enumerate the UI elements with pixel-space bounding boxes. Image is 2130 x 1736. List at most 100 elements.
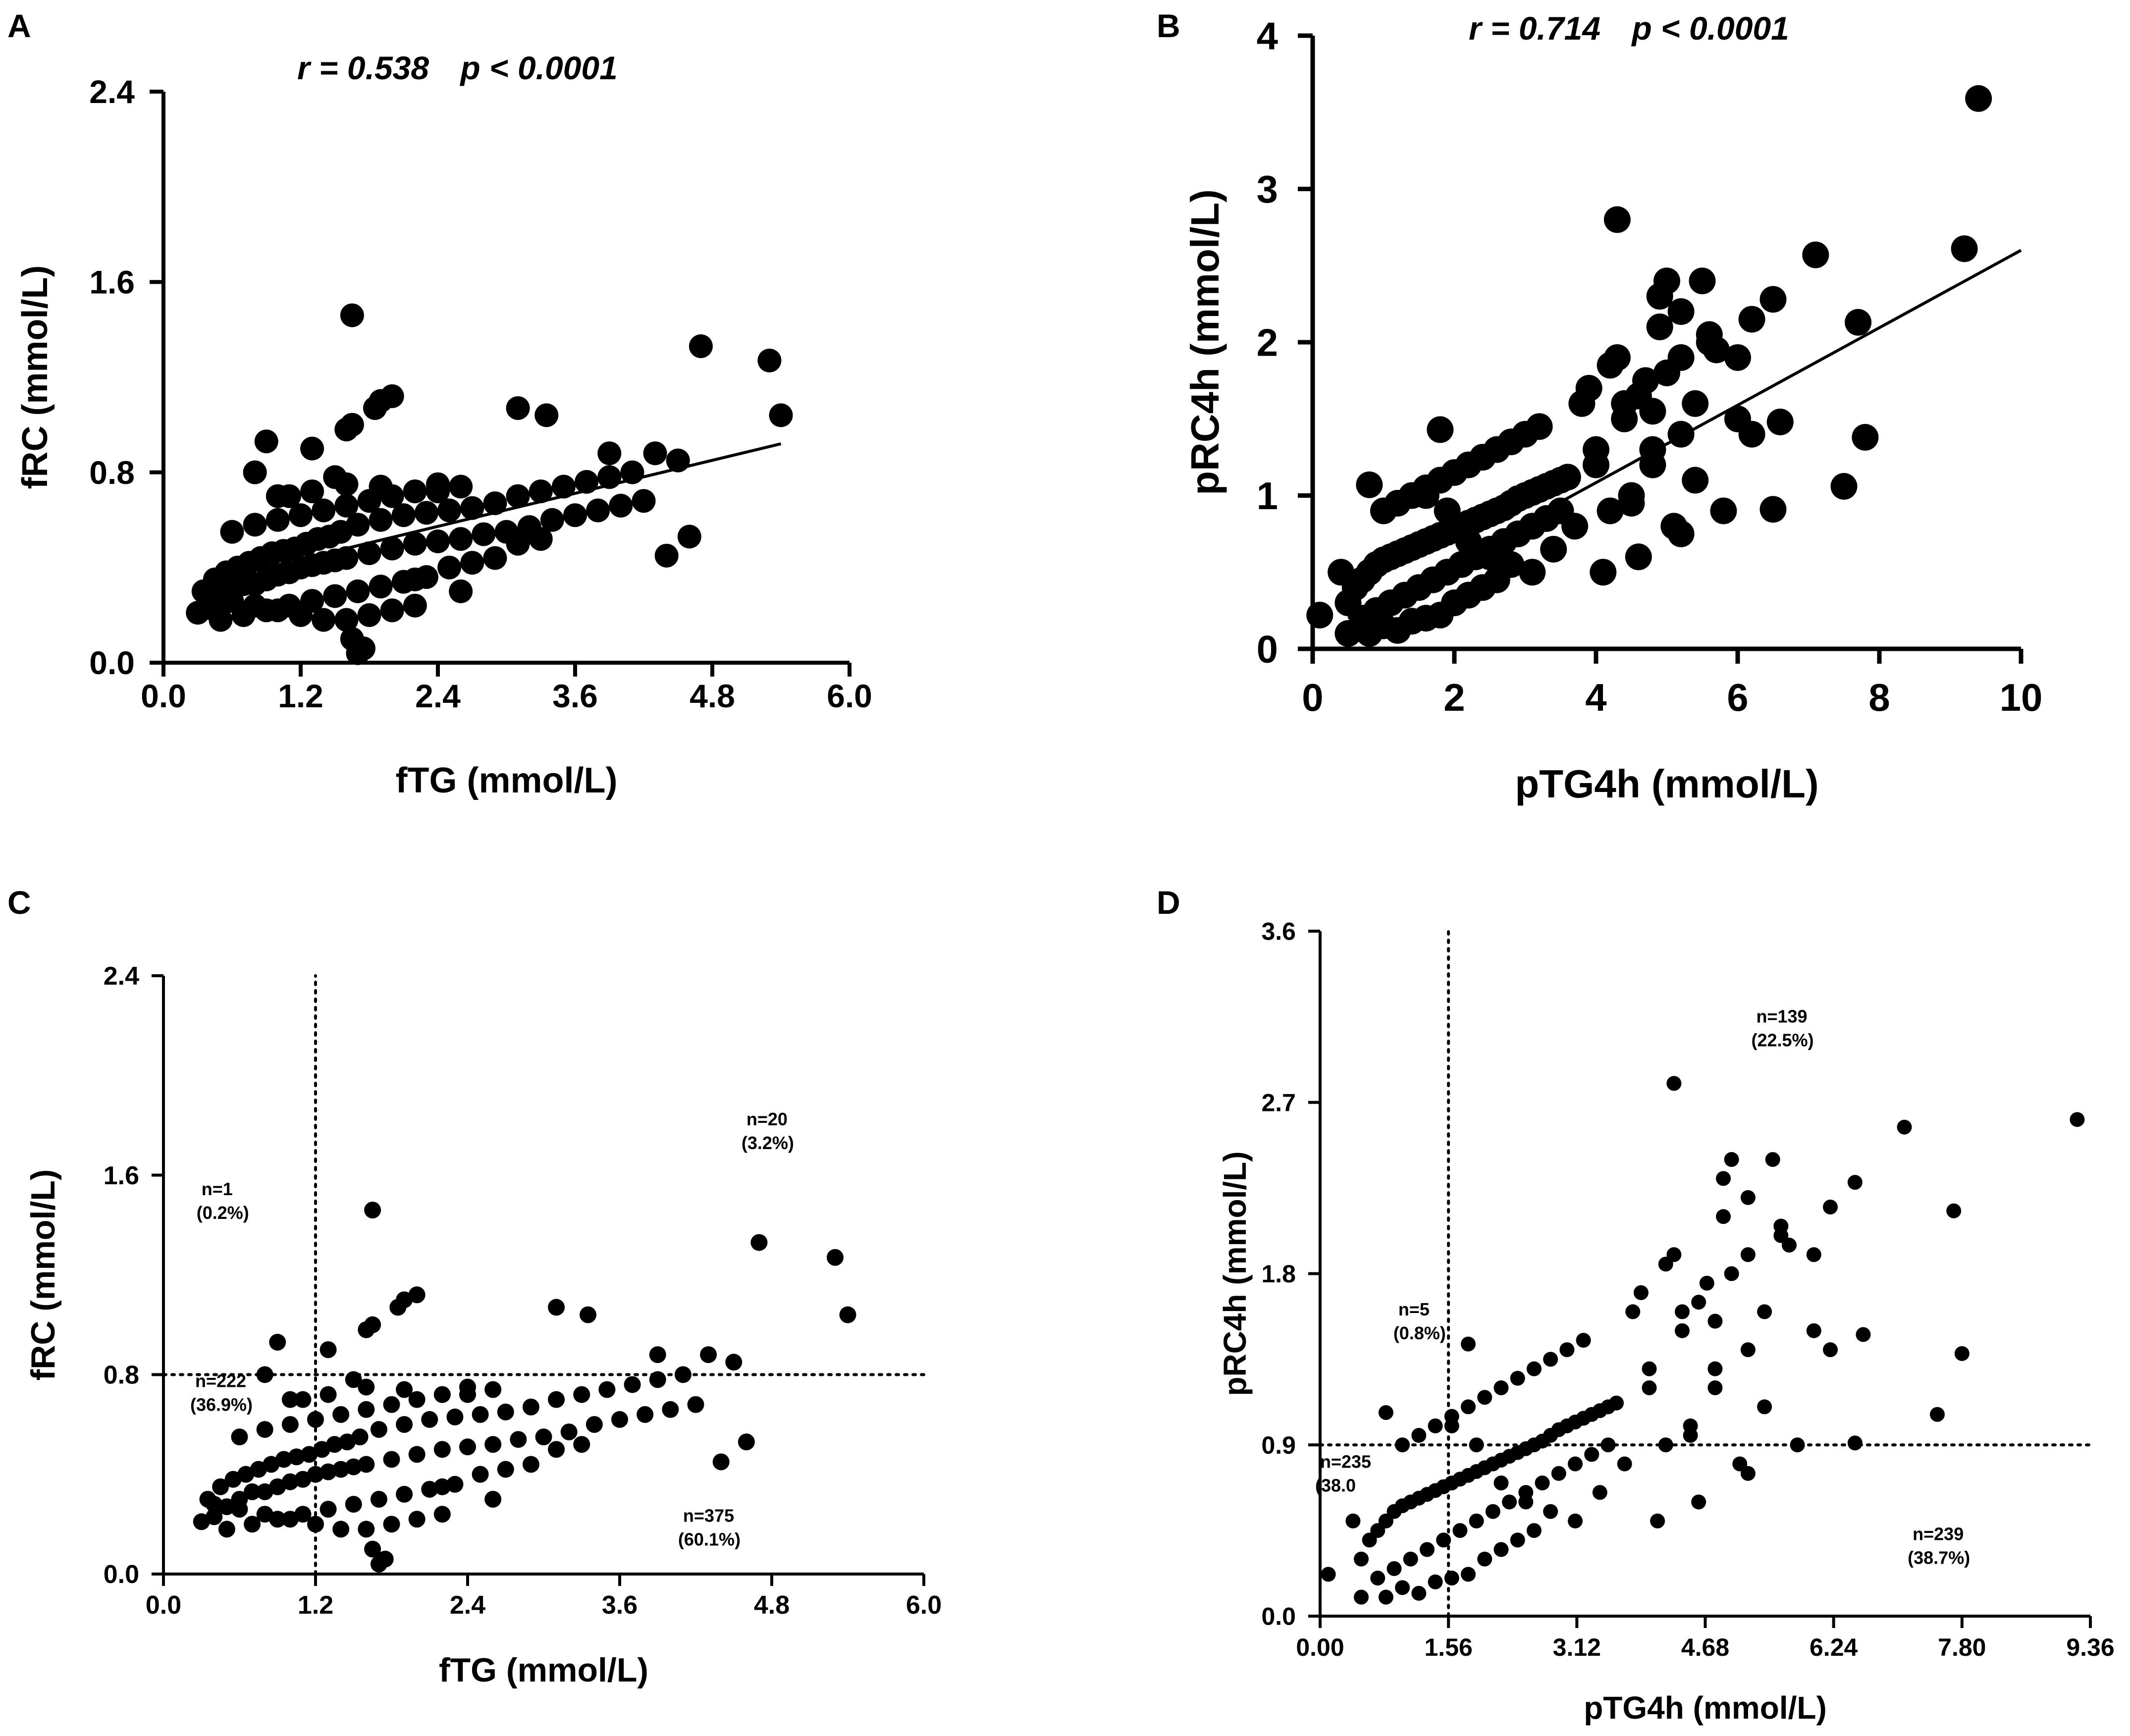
data-point [674,1366,692,1383]
data-point [1646,314,1673,341]
data-point [510,1431,527,1448]
panel-a-stat-p-value: p < 0.0001 [459,50,617,86]
panel-c-plot: 0.0 1.2 2.4 3.6 4.8 6.0 0.0 0.8 1.6 2.4 fTG (mmol/… [24,962,942,1689]
panel-b-plot: 0 2 4 6 8 10 0 1 2 3 4 pTG4h (mmol/L) pRC4h (mmol/L) [1183,14,2042,806]
data-point [323,465,347,489]
x-tick-label: 0.00 [1296,1633,1344,1661]
x-tick-label: 1.56 [1425,1633,1473,1661]
y-tick-label: 0 [1257,627,1278,671]
data-point [269,1333,286,1351]
y-tick-label: 0.0 [1261,1603,1296,1631]
panel-a-stat-r: r = 0.538 p < 0.0001 [297,50,618,86]
data-point [654,543,679,568]
quadrant-annotation: n=1 (0.2%) [197,1179,249,1223]
panel-a-letter: A [7,7,31,44]
data-point [1757,1399,1772,1415]
data-point [1412,482,1439,509]
panel-a-plot: 0.0 1.2 2.4 3.6 4.8 6.0 0.0 0.8 1.6 2.4 fTG (mmol/… [15,73,872,800]
quadrant-count: n=139 [1757,1006,1808,1026]
data-point [220,589,244,613]
data-point [383,1396,400,1413]
data-point [1428,1574,1443,1589]
data-point [351,636,375,661]
data-point [269,1478,286,1495]
data-point [231,1428,248,1446]
data-point [334,608,359,632]
data-point [529,527,553,551]
data-point [506,484,530,508]
y-axis-title: pRC4h (mmol/L) [1217,1151,1253,1396]
data-point [1419,1542,1435,1557]
data-point [334,546,359,570]
quadrant-count: n=1 [202,1179,233,1199]
quadrant-annotation: n=139 (22.5%) [1752,1006,1814,1050]
data-point [540,508,564,532]
panel-a: A r = 0.538 p < 0.0001 0.0 1.2 2.4 3.6 4.8 6.… [7,7,872,800]
data-point [346,513,370,537]
data-point [637,1406,654,1423]
data-point [1650,1513,1665,1528]
data-point [351,1428,369,1446]
panel-b-points [1306,85,1992,647]
data-point [1707,1361,1723,1376]
data-point [403,593,427,618]
data-point [312,498,336,523]
data-point [1738,306,1765,333]
data-point [1354,1589,1369,1605]
data-point [535,1428,552,1446]
data-point [370,1491,387,1508]
data-point [1551,1466,1566,1481]
data-point [632,489,656,513]
data-point [551,474,576,499]
data-point [1461,1399,1476,1415]
panel-a-points [186,303,793,665]
data-point [369,389,393,413]
data-point [1674,1323,1690,1338]
panel-c-letter: C [7,884,31,921]
data-point [403,567,427,591]
data-point [1493,1380,1509,1395]
y-tick-label: 2.7 [1261,1089,1296,1116]
data-point [1823,1342,1838,1358]
data-point [301,1446,318,1463]
data-point [1759,496,1787,523]
data-point [1597,352,1624,379]
data-point [300,436,324,461]
data-point [1965,85,1992,112]
data-point [403,531,427,556]
data-point [269,1511,286,1528]
data-point [281,1391,299,1408]
data-point [426,472,450,496]
data-point [839,1306,856,1323]
data-point [1395,1580,1410,1595]
quadrant-count: n=239 [1913,1524,1964,1544]
data-point [408,1286,426,1304]
data-point [266,508,290,532]
x-tick-label: 10 [2000,676,2043,719]
data-point [320,1341,337,1358]
data-point [1667,344,1695,371]
x-tick-label: 4.68 [1681,1633,1729,1661]
data-point [1639,451,1666,478]
data-point [757,348,782,372]
data-point [484,1491,502,1508]
data-point [1434,497,1461,525]
data-point [506,531,530,556]
data-point [1519,559,1546,586]
data-point [421,1411,438,1428]
x-tick-label: 6.0 [827,678,872,714]
data-point [560,1423,578,1441]
data-point [1724,1266,1739,1281]
panel-b-letter: B [1157,7,1180,44]
data-point [1510,1370,1525,1386]
x-axis-title: pTG4h (mmol/L) [1584,1690,1827,1726]
data-point [2070,1112,2085,1127]
panel-b: B r = 0.714 p < 0.0001 0 2 4 6 8 10 0 1 2 3 4 pTG4h… [1157,7,2042,806]
data-point [1543,1352,1558,1367]
data-point [1759,286,1787,313]
panel-b-stat-p-value: p < 0.0001 [1631,10,1789,47]
data-point [1485,1504,1500,1519]
data-point [1590,559,1617,586]
data-point [380,536,404,561]
data-point [312,608,336,632]
